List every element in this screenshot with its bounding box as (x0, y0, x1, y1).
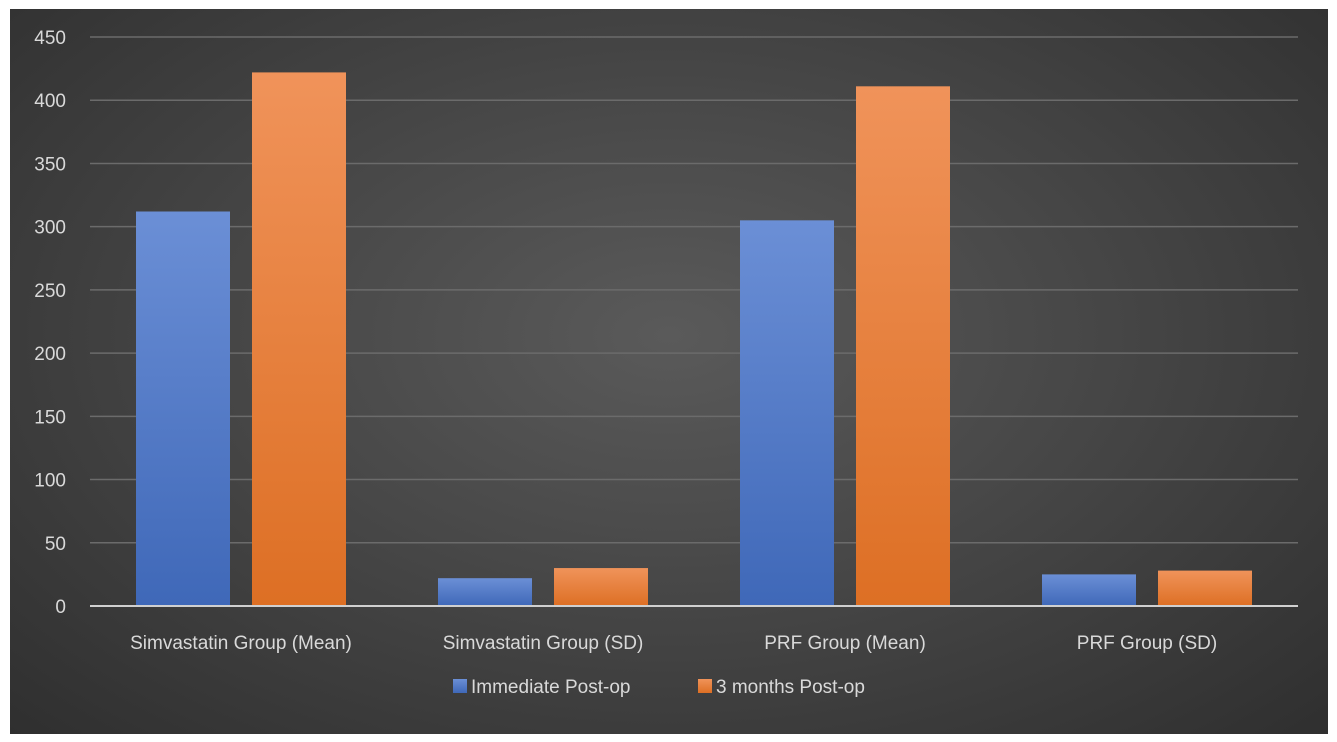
y-tick-label: 150 (34, 407, 66, 428)
bar-immediate-0 (136, 211, 230, 606)
bar-3-months-3 (1158, 570, 1252, 606)
bar-immediate-1 (438, 578, 532, 606)
bar-3-months-1 (554, 568, 648, 606)
bar-immediate-3 (1042, 574, 1136, 606)
bar-3-months-2 (856, 86, 950, 606)
x-category-label: Simvastatin Group (Mean) (130, 633, 352, 654)
y-tick-label: 0 (55, 597, 66, 618)
bars (136, 72, 1252, 607)
y-tick-label: 250 (34, 281, 66, 302)
y-tick-label: 50 (45, 534, 66, 555)
legend-swatch-immediate (453, 679, 467, 693)
x-category-label: PRF Group (Mean) (764, 633, 926, 654)
bar-immediate-2 (740, 220, 834, 606)
bar-3-months-0 (252, 72, 346, 607)
legend-swatch-3-months (698, 679, 712, 693)
y-tick-label: 350 (34, 154, 66, 175)
y-tick-label: 200 (34, 344, 66, 365)
chart-area: 0 50 100 150 200 250 300 350 400 450 Simvastatin G… (10, 9, 1328, 734)
x-category-label: PRF Group (SD) (1077, 633, 1217, 654)
legend: Immediate Post-op 3 months Post-op (453, 677, 865, 698)
y-tick-label: 450 (34, 28, 66, 49)
legend-label: Immediate Post-op (471, 677, 630, 698)
y-tick-label: 300 (34, 218, 66, 239)
axes: 0 50 100 150 200 250 300 350 400 450 Simvastatin G… (34, 28, 1298, 654)
legend-label: 3 months Post-op (716, 677, 865, 698)
y-tick-label: 400 (34, 91, 66, 112)
y-tick-label: 100 (34, 471, 66, 492)
x-category-label: Simvastatin Group (SD) (443, 633, 644, 654)
bar-chart: 0 50 100 150 200 250 300 350 400 450 Simvastatin G… (34, 28, 1298, 698)
